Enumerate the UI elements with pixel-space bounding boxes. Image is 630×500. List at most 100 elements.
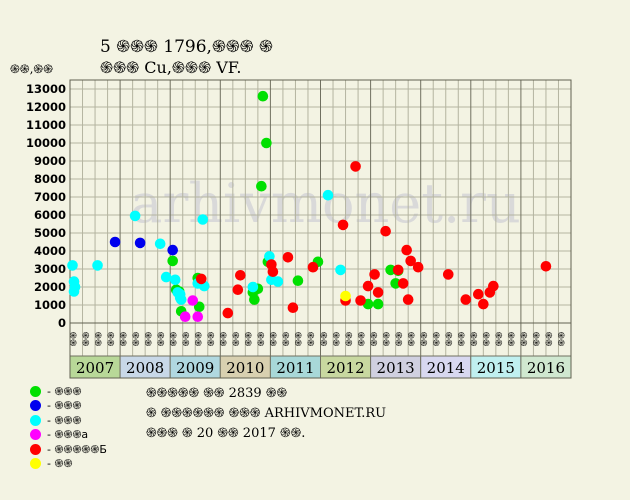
watermark: arhivmonet.ru [130, 172, 520, 235]
y-tick-label: 2000 [34, 280, 66, 294]
data-point [478, 298, 489, 310]
year-label: 2010 [226, 359, 264, 377]
data-point [134, 237, 146, 249]
data-point [192, 311, 204, 323]
data-point [362, 280, 374, 292]
y-tick-label: 6000 [34, 208, 66, 222]
month-label: ֍֍ [508, 332, 518, 347]
month-label: ֍֍ [207, 332, 217, 347]
legend-swatch-3 [30, 414, 41, 426]
data-point [160, 271, 172, 283]
legend-swatch-6 [30, 458, 41, 470]
month-label: ֍֍ [332, 332, 342, 347]
month-label: ֍֍ [182, 332, 192, 347]
data-point [109, 236, 121, 248]
data-point [267, 266, 279, 278]
year-label: 2008 [126, 359, 164, 377]
year-label: 2014 [427, 359, 465, 377]
legend-item: - ֍֍֍ [30, 413, 107, 428]
month-label: ֍֍ [282, 332, 292, 347]
year-label: 2009 [176, 359, 214, 377]
chart-title-line1: 5 ֍֍֍ 1796,֍֍֍ ֍ [100, 37, 273, 57]
month-label: ֍֍ [382, 332, 392, 347]
legend-label: - ֍֍֍֍֍Б [47, 442, 107, 456]
month-label: ֍֍ [245, 332, 255, 347]
data-point [335, 264, 346, 276]
data-point [292, 275, 304, 287]
month-label: ֍֍ [370, 332, 380, 347]
month-label: ֍֍ [533, 332, 543, 347]
legend-item: - ֍֍֍֍֍Б [30, 442, 107, 457]
year-label: 2015 [477, 359, 515, 377]
data-point [232, 284, 244, 296]
legend: - ֍֍֍ - ֍֍֍ - ֍֍֍ - ֍֍֍a - ֍֍֍֍֍Б - ֍֍ [30, 384, 107, 471]
legend-label: - ֍֍֍a [47, 428, 89, 442]
legend-label: - ֍֍֍ [47, 384, 82, 398]
data-point [179, 311, 191, 323]
info-source-line: ֍ ֍֍֍֍֍֍ ֍֍֍ ARHIVMONET.RU [146, 406, 387, 421]
data-point [264, 251, 275, 262]
data-point [380, 225, 391, 237]
data-point [460, 294, 472, 305]
month-label: ֍֍ [169, 332, 179, 347]
month-label: ֍֍ [220, 332, 230, 347]
year-label: 2007 [76, 359, 114, 377]
month-label: ֍֍ [257, 332, 267, 347]
legend-swatch-1 [30, 385, 41, 397]
data-point [372, 287, 384, 298]
data-point [175, 294, 187, 305]
data-point [187, 295, 199, 306]
month-label: ֍֍ [420, 332, 430, 347]
month-label: ֍֍ [270, 332, 280, 347]
data-point [167, 255, 179, 267]
month-label: ֍֍ [295, 332, 305, 347]
year-label: 2011 [276, 359, 314, 377]
year-label: 2016 [527, 359, 565, 377]
legend-swatch-5 [30, 443, 41, 455]
data-point [167, 244, 179, 256]
data-point [355, 295, 366, 306]
info-block: ֍֍֍֍֍ ֍֍ 2839 ֍֍ ֍ ֍֍֍֍֍֍ ֍֍֍ ARHIVMONET… [146, 384, 386, 444]
month-label: ֍֍ [445, 332, 455, 347]
legend-swatch-2 [30, 400, 41, 412]
data-point [405, 255, 416, 267]
data-point [129, 210, 141, 222]
data-point [372, 298, 384, 310]
data-point [68, 286, 80, 297]
month-label: ֍֍ [407, 332, 417, 347]
month-label: ֍֍ [520, 332, 530, 347]
data-point [350, 161, 361, 172]
month-label: ֍֍ [558, 332, 568, 347]
month-label: ֍֍ [483, 332, 493, 347]
data-point [340, 290, 351, 302]
legend-label: - ֍֍ [47, 457, 73, 471]
y-tick-label: 9000 [34, 154, 66, 168]
month-label: ֍֍ [432, 332, 442, 347]
y-tick-label: 1000 [34, 298, 66, 312]
data-point [261, 137, 272, 149]
data-point [235, 270, 246, 281]
y-tick-label: 4000 [34, 244, 66, 258]
legend-item: - ֍֍֍ [30, 384, 107, 399]
month-label: ֍֍ [495, 332, 505, 347]
month-label: ֍֍ [320, 332, 330, 347]
data-point [154, 238, 166, 250]
chart-title-line2: ֍֍֍ Cu,֍֍֍ VF. [100, 58, 242, 77]
month-label: ֍֍ [195, 332, 205, 347]
data-point [169, 274, 181, 286]
y-tick-label: 3000 [34, 262, 66, 276]
data-point [402, 294, 414, 305]
y-axis-unit-label: ֍֍,֍֍ [10, 62, 54, 76]
data-point [369, 269, 380, 280]
data-point [473, 288, 484, 300]
data-point [442, 269, 454, 280]
month-label: ֍֍ [357, 332, 367, 347]
y-tick-label: 0 [58, 316, 66, 330]
info-total-line: ֍֍֍֍֍ ֍֍ 2839 ֍֍ [146, 386, 288, 401]
y-tick-label: 11000 [26, 118, 66, 132]
data-point [257, 90, 269, 102]
month-label: ֍֍ [458, 332, 468, 347]
data-point [256, 180, 267, 192]
data-point [401, 244, 412, 256]
